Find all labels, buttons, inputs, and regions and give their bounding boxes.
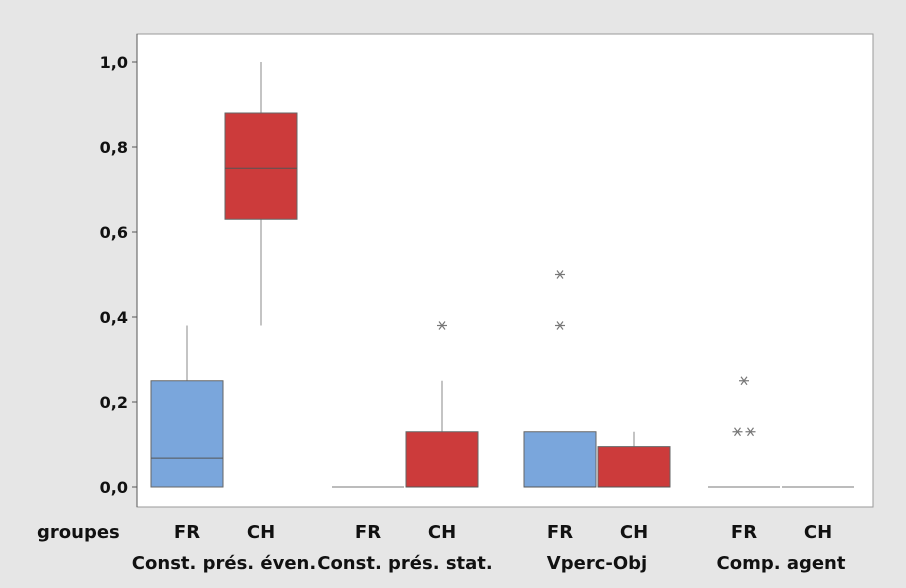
y-tick-label: 0,4 xyxy=(100,308,128,327)
outlier-marker xyxy=(739,376,749,386)
outlier-stroke xyxy=(734,427,741,437)
box-iqr xyxy=(150,380,224,488)
plot-area xyxy=(136,33,874,508)
outlier-stroke xyxy=(740,376,748,386)
group-label: Const. prés. stat. xyxy=(317,553,493,574)
subgroup-label-ch: CH xyxy=(804,522,832,543)
box-iqr xyxy=(523,431,597,488)
outlier-stroke xyxy=(556,321,564,330)
outlier-marker xyxy=(745,427,756,437)
subgroup-label-ch: CH xyxy=(620,522,648,543)
group-label: Vperc-Obj xyxy=(547,553,647,574)
group-label: Comp. agent xyxy=(717,553,846,574)
box-fr xyxy=(523,270,597,488)
outlier-marker xyxy=(732,427,743,437)
y-tick-label: 0,2 xyxy=(100,393,128,412)
subgroup-label-ch: CH xyxy=(428,522,456,543)
outlier-stroke xyxy=(438,321,446,330)
y-tick-label: 1,0 xyxy=(100,53,128,72)
box-ch xyxy=(405,321,479,488)
box-iqr xyxy=(224,112,298,220)
y-tick-label: 0,0 xyxy=(100,478,128,497)
y-tick-label: 0,8 xyxy=(100,138,128,157)
box-ch xyxy=(224,62,298,326)
subgroup-label-ch: CH xyxy=(247,522,275,543)
box-ch xyxy=(597,431,671,488)
y-axis: 0,0 0,2 0,4 0,6 0,8 1,0 xyxy=(100,53,137,497)
subgroup-label-fr: FR xyxy=(174,522,200,543)
row-label-groupes: groupes xyxy=(37,522,120,543)
y-tick-label: 0,6 xyxy=(100,223,128,242)
box-fr xyxy=(708,376,780,488)
outlier-marker xyxy=(555,321,565,330)
outlier-marker xyxy=(437,321,447,330)
subgroup-label-fr: FR xyxy=(355,522,381,543)
boxes-layer xyxy=(150,62,854,488)
box-iqr xyxy=(405,431,479,488)
subgroup-label-fr: FR xyxy=(547,522,573,543)
subgroup-label-fr: FR xyxy=(731,522,757,543)
outlier-stroke xyxy=(747,427,754,437)
outlier-marker xyxy=(555,270,565,279)
box-iqr xyxy=(597,446,671,488)
outlier-stroke xyxy=(556,270,564,279)
x-axis-labels: groupes FR CH Const. prés. éven. FR CH Const.… xyxy=(37,522,846,574)
box-fr xyxy=(150,325,224,488)
group-label: Const. prés. éven. xyxy=(132,553,316,574)
